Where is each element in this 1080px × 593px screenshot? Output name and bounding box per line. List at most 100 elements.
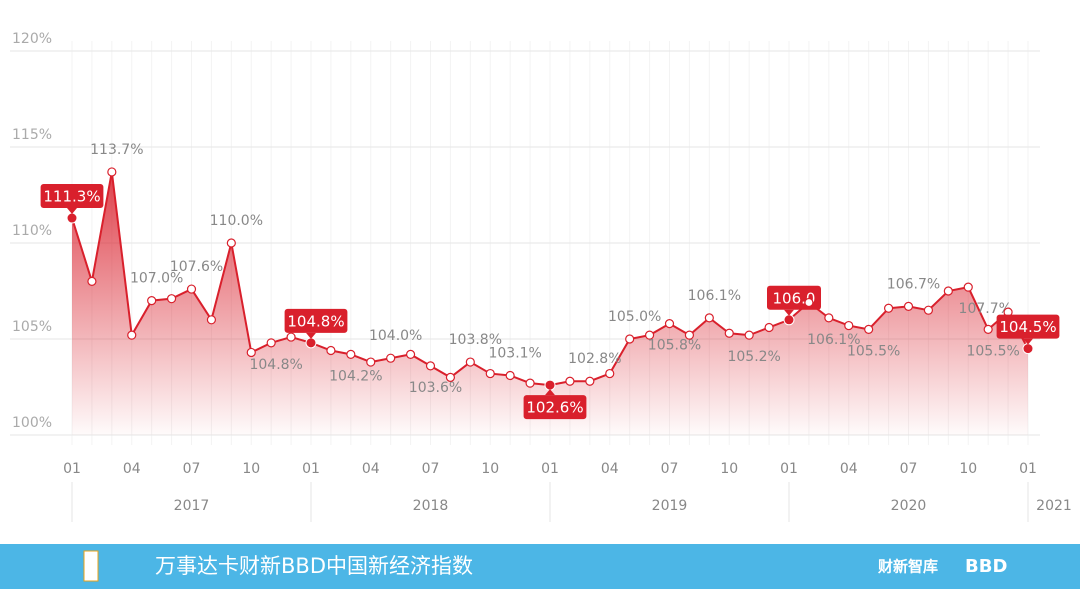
point [544,379,556,391]
label-box [40,184,104,209]
point [465,357,475,367]
data-label: 105.2% [727,349,780,365]
year-label: 2019 [652,498,688,514]
x-tick-label: 04 [601,461,619,477]
x-tick-label: 10 [720,461,738,477]
point [147,296,157,306]
label-pointer [67,208,77,215]
label-pointer [545,389,555,396]
point [246,347,256,358]
point [326,345,336,356]
point [305,337,317,349]
x-tick-label: 01 [780,461,798,477]
year-label: 2018 [413,498,449,514]
data-label: 106.1% [688,288,741,304]
point [266,338,276,348]
point [644,330,655,340]
point [425,361,436,371]
year-label: 2021 [1036,498,1072,514]
x-tick-label: 10 [242,461,260,477]
point [107,167,117,177]
data-label: 102.6% [526,399,583,417]
point [206,315,217,325]
x-tick-label: 01 [63,461,81,477]
label-box [284,308,348,333]
data-label: 104.5% [999,318,1056,336]
brand-bbd: BBD [965,556,1007,577]
label-pointer [306,332,316,339]
x-tick-label: 07 [661,461,679,477]
data-label: 105.5% [847,343,900,359]
highlight-label: 104.8% [284,308,348,339]
point [166,294,177,304]
highlight-label: 102.6% [523,389,587,420]
point [127,330,137,340]
point [724,328,734,338]
data-label: 103.1% [488,345,541,361]
point [883,303,894,313]
label-pointer [784,309,794,316]
point [783,314,795,326]
x-tick-label: 04 [123,461,141,477]
label-box [996,314,1060,339]
point [346,349,356,359]
point [525,378,535,388]
point [864,324,874,334]
data-label: 107.6% [170,259,223,275]
point [585,376,595,386]
x-tick-label: 04 [362,461,380,477]
point [983,324,993,334]
point [664,319,675,329]
data-label: 105.5% [966,343,1019,359]
point [405,349,416,359]
y-tick-label: 105% [12,319,52,335]
y-tick-label: 115% [12,127,52,143]
x-tick-label: 04 [840,461,858,477]
point [764,322,774,333]
point [903,301,914,311]
point [505,370,515,381]
data-label: 113.7% [90,142,143,158]
point [844,320,854,331]
point [704,313,714,323]
point [485,368,495,379]
data-label: 103.6% [409,380,462,396]
label-pointer [1023,338,1033,345]
data-label: 107.0% [130,271,183,287]
point [605,368,615,379]
x-tick-label: 01 [541,461,559,477]
point [66,212,78,224]
x-tick-label: 07 [900,461,918,477]
x-tick-label: 07 [422,461,440,477]
data-label: 105.0% [608,309,661,325]
data-label: 105.8% [648,338,701,354]
point [366,357,376,367]
point [625,334,635,344]
highlight-label: 104.5% [996,314,1060,345]
data-label: 102.8% [568,351,621,367]
data-label: 104.8% [287,312,344,330]
logo-icon [83,550,99,582]
point [1022,343,1034,355]
highlight-label: 111.3% [40,184,104,215]
data-label: 104.8% [249,357,302,373]
point [804,297,814,308]
data-label: 104.2% [329,368,382,384]
label-box [523,395,587,420]
year-label: 2017 [174,498,210,514]
y-tick-label: 110% [12,223,52,239]
footer-title: 万事达卡财新BBD中国新经济指数 [155,554,473,578]
point [186,284,197,294]
brand-caixin: 财新智库 [878,558,938,576]
point [963,282,973,292]
point [226,238,236,248]
point [943,286,953,296]
data-label: 103.8% [449,332,502,348]
y-tick-label: 100% [12,415,52,431]
point [744,330,754,340]
x-tick-label: 10 [959,461,977,477]
data-label: 106.7% [887,276,940,292]
point [445,372,456,382]
area [72,171,1028,435]
